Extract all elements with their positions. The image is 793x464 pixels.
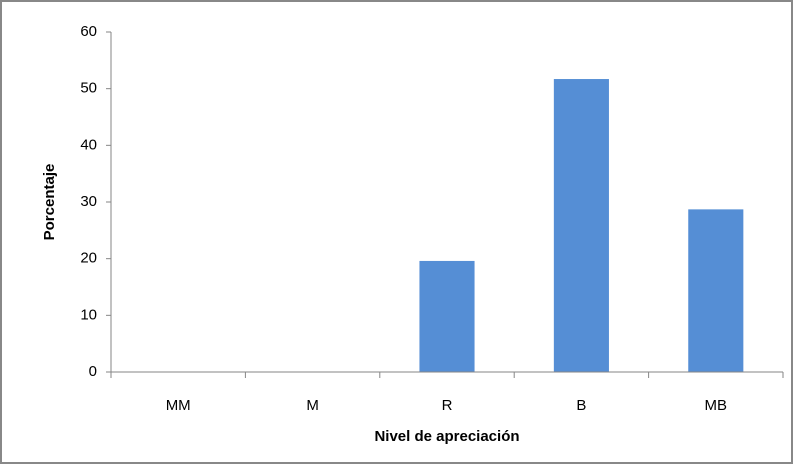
x-tick-label: MM <box>166 397 191 414</box>
x-tick-label: B <box>576 397 586 414</box>
y-tick-label: 40 <box>80 136 97 153</box>
y-tick-label: 0 <box>89 363 97 380</box>
x-tick-label: M <box>306 397 319 414</box>
y-tick-label: 20 <box>80 250 97 267</box>
x-tick-label: R <box>442 397 453 414</box>
x-axis-title: Nivel de apreciación <box>374 428 519 445</box>
y-tick-label: 60 <box>80 23 97 40</box>
x-tick-label: MB <box>705 397 728 414</box>
bar <box>419 260 475 372</box>
bar <box>688 209 744 372</box>
bar <box>553 79 609 373</box>
y-axis-title: Porcentaje <box>41 164 58 241</box>
y-tick-label: 30 <box>80 193 97 210</box>
y-tick-label: 50 <box>80 80 97 97</box>
y-tick-label: 10 <box>80 306 97 323</box>
